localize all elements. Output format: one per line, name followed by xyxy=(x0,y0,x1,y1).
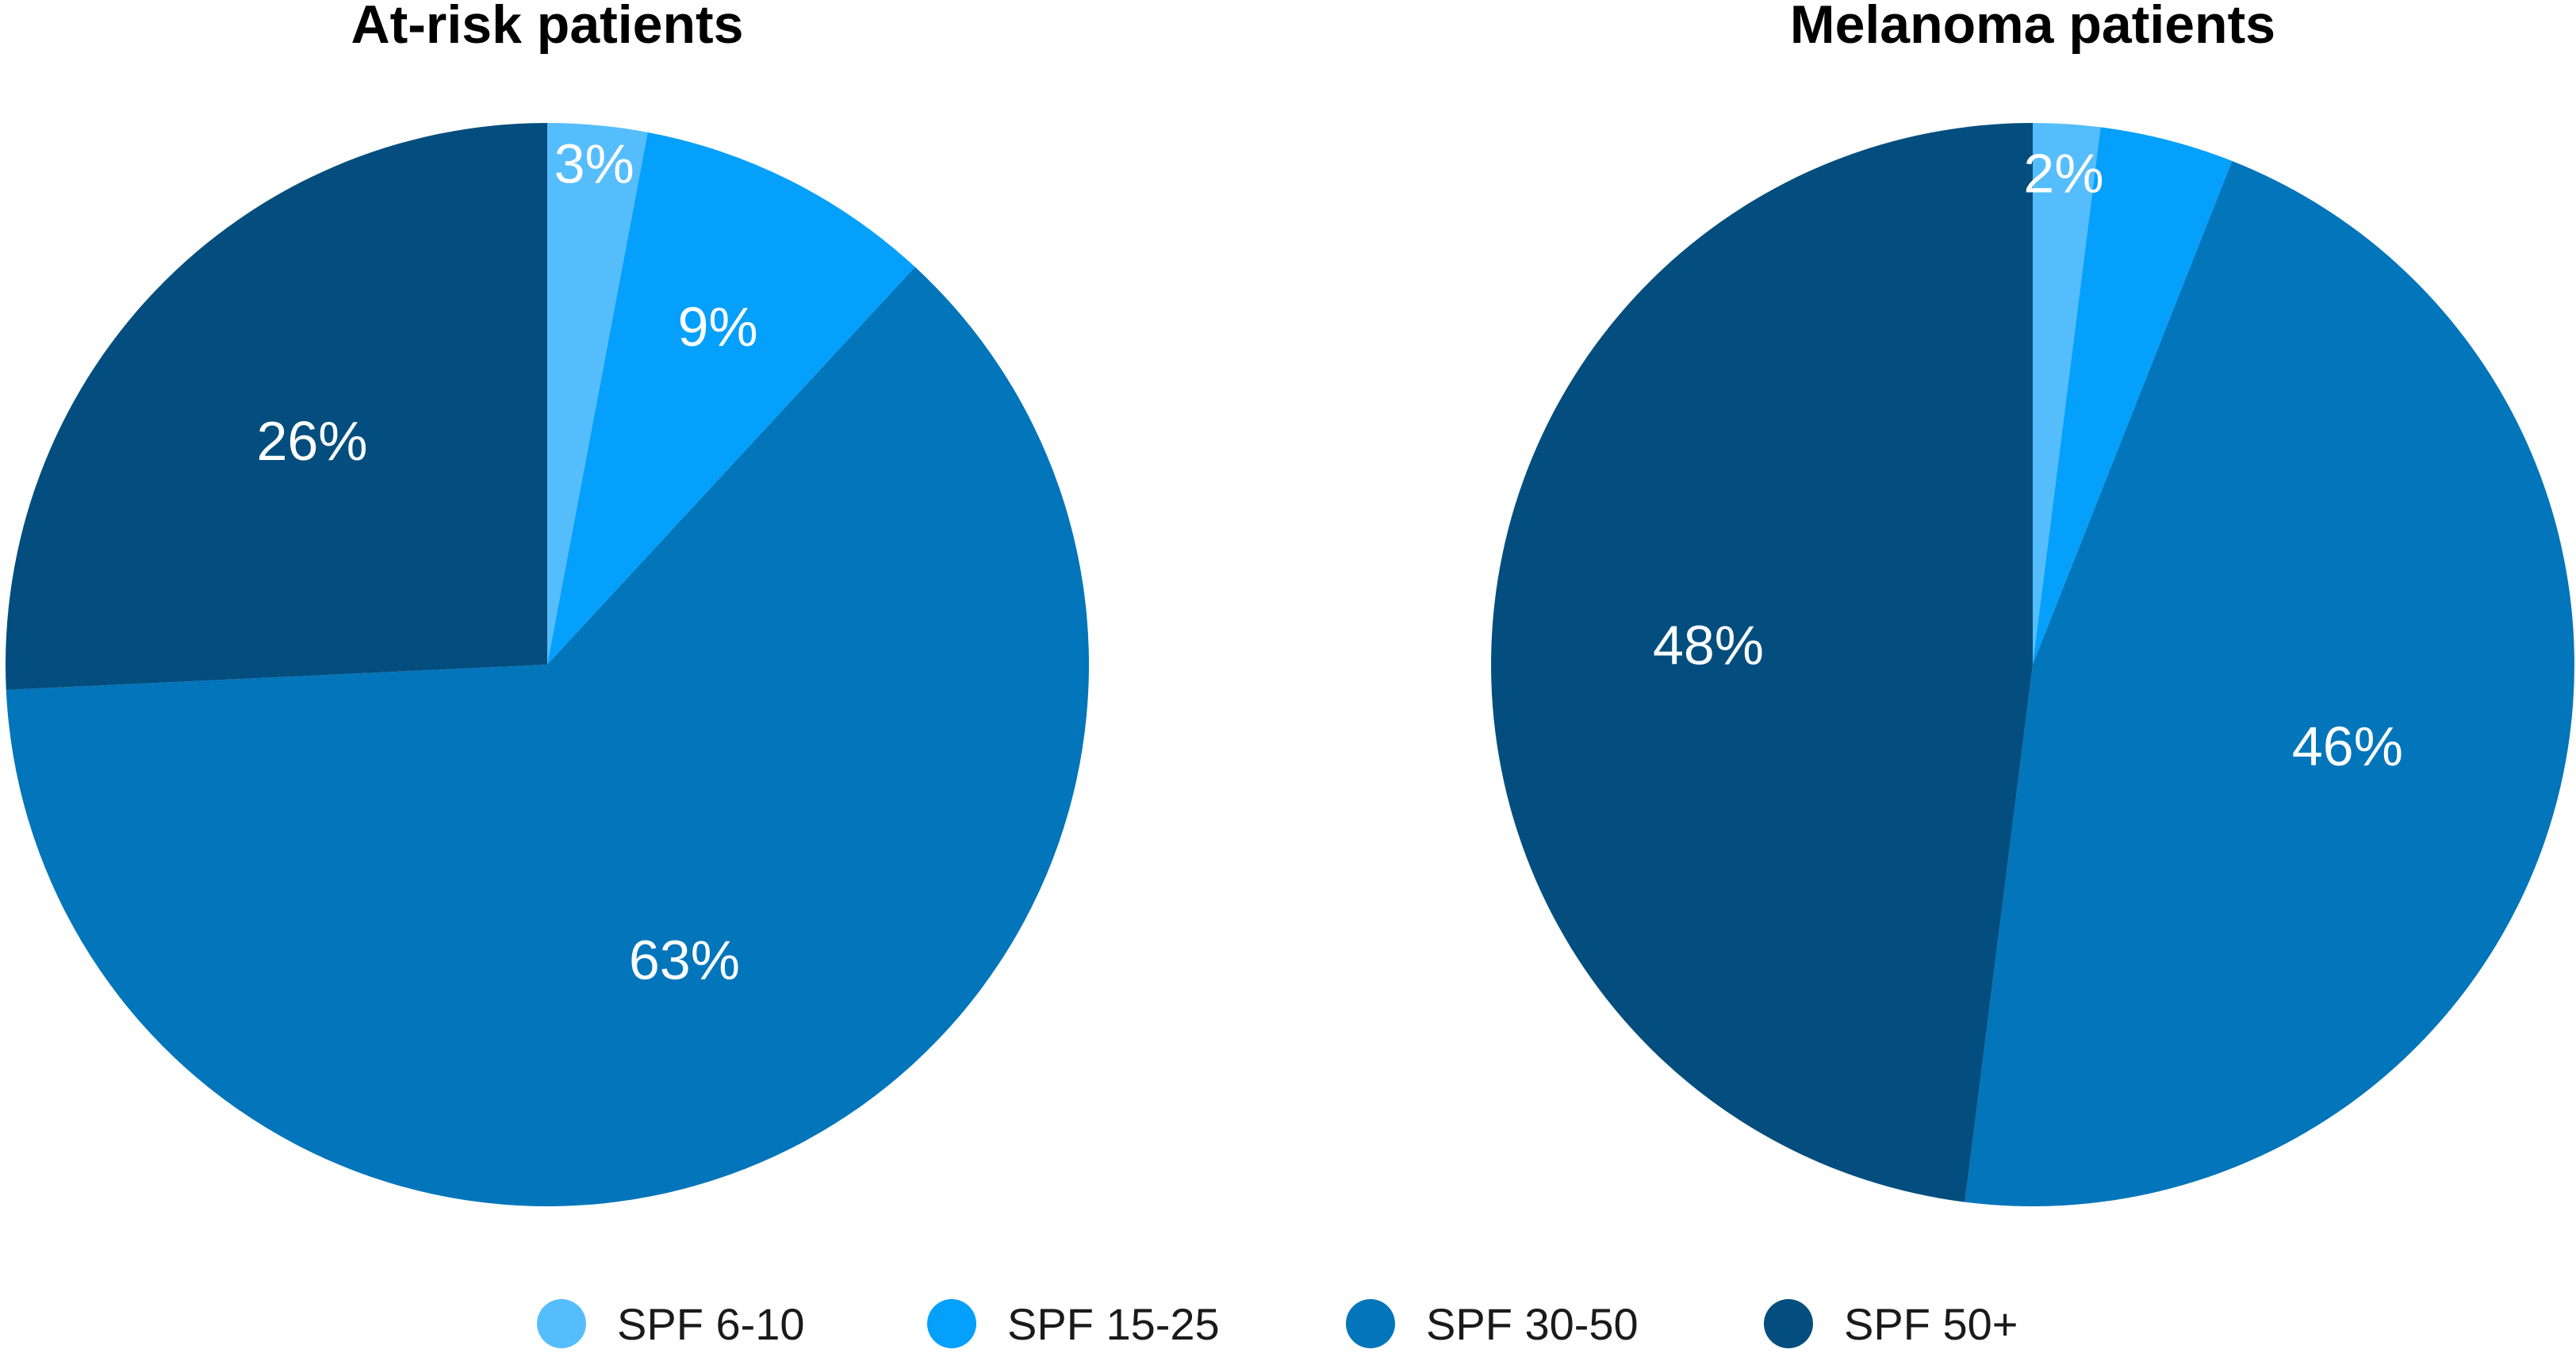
pie-slice-spf-6-10 xyxy=(547,123,648,665)
slice-label-spf-30-50: 63% xyxy=(629,930,740,991)
legend-item-spf-6-10: SPF 6-10 xyxy=(537,1299,805,1349)
pie-slice-spf-6-10 xyxy=(2033,123,2101,665)
legend-swatch-spf-6-10 xyxy=(537,1299,586,1348)
slice-label-spf-30-50: 46% xyxy=(2292,715,2403,777)
slice-label-spf-6-10: 2% xyxy=(2023,143,2103,205)
legend-swatch-spf-15-25 xyxy=(927,1299,976,1348)
slice-label-spf-50-plus: 26% xyxy=(256,410,367,472)
legend-label-spf-6-10: SPF 6-10 xyxy=(617,1299,805,1349)
legend-swatch-spf-50-plus xyxy=(1764,1299,1813,1348)
pie-slice-spf-30-50 xyxy=(6,266,1089,1206)
legend-label-spf-15-25: SPF 15-25 xyxy=(1007,1299,1220,1349)
legend: SPF 6-10 SPF 15-25 SPF 30-50 SPF 50+ xyxy=(537,1299,2018,1349)
slice-label-spf-15-25: 9% xyxy=(678,296,758,358)
pie-chart-melanoma: Melanoma patients 2% 4% 46% 48% xyxy=(1491,0,2574,1206)
pie-chart-at-risk: At-risk patients 3% 9% 63% 26% xyxy=(5,0,1089,1206)
legend-item-spf-30-50: SPF 30-50 xyxy=(1346,1299,1639,1349)
slice-label-spf-15-25: 4% xyxy=(2134,83,2214,145)
pie-slice-spf-30-50 xyxy=(1965,160,2574,1206)
pie-slice-spf-50-plus xyxy=(1491,123,2033,1202)
pie-slice-spf-50-plus xyxy=(5,123,548,690)
slice-label-spf-50-plus: 48% xyxy=(1653,614,1764,676)
legend-item-spf-15-25: SPF 15-25 xyxy=(927,1299,1220,1349)
legend-swatch-spf-30-50 xyxy=(1346,1299,1395,1348)
chart-title-at-risk: At-risk patients xyxy=(351,0,744,55)
legend-label-spf-50-plus: SPF 50+ xyxy=(1844,1299,2018,1349)
legend-label-spf-30-50: SPF 30-50 xyxy=(1426,1299,1639,1349)
chart-title-melanoma: Melanoma patients xyxy=(1790,0,2275,55)
pie-slice-spf-15-25 xyxy=(2033,127,2233,665)
legend-item-spf-50-plus: SPF 50+ xyxy=(1764,1299,2018,1349)
slice-label-spf-6-10: 3% xyxy=(554,133,634,195)
pie-slice-spf-15-25 xyxy=(547,132,915,665)
